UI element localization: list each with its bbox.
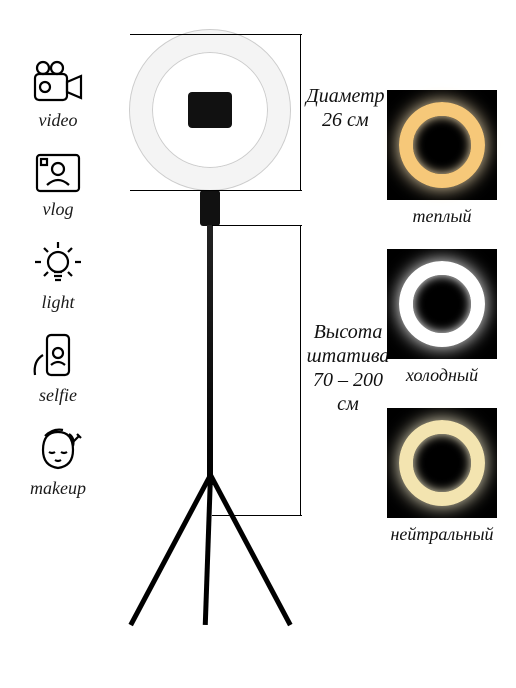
sample-ring-warm — [399, 102, 485, 188]
feature-video: video — [18, 60, 98, 131]
color-mode-label: холодный — [406, 365, 478, 386]
tripod-leg — [203, 475, 213, 625]
phone-holder — [188, 92, 232, 128]
dim-tick-top — [130, 34, 302, 35]
feature-selfie: selfie — [18, 331, 98, 406]
feature-label: makeup — [30, 478, 86, 499]
sample-ring-cold — [399, 261, 485, 347]
dim-tick-bottom — [130, 190, 302, 191]
feature-light: light — [18, 238, 98, 313]
tripod-pole — [207, 225, 213, 485]
dim-line-diameter — [300, 34, 301, 190]
color-mode-list: теплый холодный нейтральный — [382, 90, 502, 545]
sample-box — [387, 408, 497, 518]
dim-line-height — [300, 225, 301, 515]
sample-box — [387, 90, 497, 200]
product-illustration: Диаметр 26 см Высота штатива 70 – 200 см — [130, 30, 390, 630]
dim-tick-height-bottom — [212, 515, 302, 516]
infographic-canvas: video vlog light — [0, 0, 516, 688]
lightbulb-icon — [29, 238, 87, 290]
color-mode-cold: холодный — [387, 249, 497, 386]
sample-box — [387, 249, 497, 359]
vlog-icon — [29, 149, 87, 197]
feature-label: vlog — [43, 199, 74, 220]
color-mode-neutral: нейтральный — [387, 408, 497, 545]
feature-label: light — [41, 292, 74, 313]
selfie-phone-icon — [29, 331, 87, 383]
feature-list: video vlog light — [18, 60, 98, 499]
height-label: Высота штатива 70 – 200 см — [306, 320, 390, 416]
feature-label: selfie — [39, 385, 77, 406]
makeup-face-icon — [29, 424, 87, 476]
feature-label: video — [39, 110, 78, 131]
dim-tick-height-top — [212, 225, 302, 226]
color-mode-label: нейтральный — [390, 524, 493, 545]
video-camera-icon — [29, 60, 87, 108]
color-mode-warm: теплый — [387, 90, 497, 227]
tripod-mount — [200, 190, 220, 226]
color-mode-label: теплый — [412, 206, 471, 227]
diameter-label: Диаметр 26 см — [306, 84, 385, 132]
tripod-leg — [208, 474, 292, 626]
feature-makeup: makeup — [18, 424, 98, 499]
sample-ring-neutral — [399, 420, 485, 506]
tripod-leg — [128, 474, 212, 626]
feature-vlog: vlog — [18, 149, 98, 220]
